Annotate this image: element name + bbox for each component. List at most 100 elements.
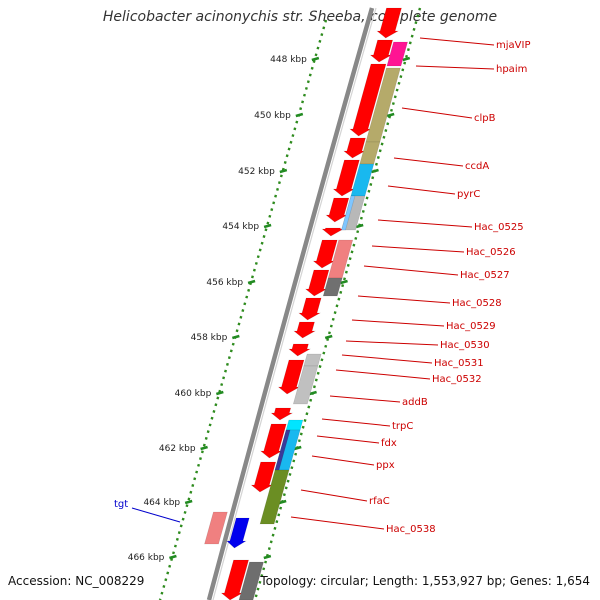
cds-arrow — [277, 359, 305, 395]
feature-box — [259, 469, 290, 525]
outer-tick-mark — [169, 554, 177, 560]
genome-backbone-highlight — [212, 7, 377, 600]
outer-tick-mark — [263, 223, 272, 229]
gene-leader-line — [401, 107, 473, 119]
gene-leader-line — [377, 219, 473, 228]
feature-box — [285, 419, 304, 431]
tick-label: 450 kbp — [254, 111, 291, 121]
outer-tick-mark — [215, 390, 224, 396]
outer-tick-mark — [295, 112, 304, 118]
gene-leader-line — [341, 354, 433, 364]
inner-tick-mark — [371, 168, 379, 174]
cds-arrow — [293, 321, 317, 339]
gene-leader-line — [363, 265, 459, 276]
cds-arrow — [369, 39, 394, 63]
gene-leader-line — [371, 245, 465, 253]
cds-arrow — [250, 461, 277, 493]
tick-label: 456 kbp — [206, 278, 243, 288]
inner-dotted-ring — [253, 7, 422, 600]
genome-summary-text: Topology: circular; Length: 1,553,927 bp… — [260, 574, 590, 588]
gene-leader-line — [345, 340, 439, 346]
gene-leader-line — [387, 185, 456, 195]
tick-label: 464 kbp — [143, 498, 180, 508]
gene-label: Hac_0525 — [474, 222, 524, 233]
gene-leader-line — [393, 157, 464, 167]
feature-box-stripe — [274, 429, 291, 471]
gene-label: rfaC — [369, 496, 390, 507]
inner-tick-mark — [263, 554, 272, 560]
gene-leader-line — [311, 455, 375, 466]
tick-label: 462 kbp — [159, 444, 196, 454]
inner-tick-mark — [340, 279, 348, 285]
feature-box — [292, 365, 319, 405]
gene-label: mjaVIP — [496, 40, 530, 51]
cds-arrow — [332, 159, 360, 197]
gene-label: ccdA — [465, 161, 489, 172]
gene-leader-line — [415, 65, 495, 70]
gene-label: Hac_0528 — [452, 298, 502, 309]
label-layer: mjaVIP hpaim clpB ccdA pyrC Hac_0525 Hac_0526 H… — [114, 37, 530, 535]
tick-label: 458 kbp — [191, 333, 228, 343]
gene-label: Hac_0538 — [386, 524, 436, 535]
cds-arrow — [288, 343, 312, 357]
gene-leader-line — [357, 295, 451, 304]
outer-tick-mark — [184, 499, 193, 505]
outer-tick-mark — [231, 334, 240, 340]
cds-arrow — [349, 63, 387, 137]
gene-label: Hac_0529 — [446, 321, 496, 332]
feature-box — [238, 561, 264, 600]
inner-tick-mark — [386, 112, 395, 118]
tick-label: 448 kbp — [270, 55, 307, 65]
gene-label: trpC — [392, 421, 413, 432]
gene-leader-line — [300, 489, 368, 502]
gene-leader-line — [335, 369, 431, 380]
gene-label: fdx — [381, 438, 397, 449]
tick-label: 454 kbp — [222, 222, 259, 232]
tick-label: 460 kbp — [175, 389, 212, 399]
cds-arrow — [312, 239, 338, 269]
inner-tick-mark — [355, 223, 364, 229]
gene-leader-line — [290, 516, 385, 530]
gene-label: hpaim — [496, 64, 527, 75]
gene-label: addB — [402, 397, 428, 408]
cds-arrow — [343, 137, 367, 159]
inner-tick-mark — [324, 334, 333, 340]
tgt-leader-line — [131, 507, 181, 523]
accession-text: Accession: NC_008229 — [8, 574, 145, 588]
cds-arrow — [376, 7, 402, 39]
feature-box — [386, 41, 408, 67]
gene-label: ppx — [376, 460, 395, 471]
tgt-label: tgt — [114, 499, 128, 510]
gene-label: clpB — [474, 113, 496, 124]
gene-leader-line — [316, 435, 380, 444]
feature-layer — [204, 7, 408, 600]
cds-arrow — [270, 407, 294, 421]
outer-tick-mark — [279, 168, 288, 174]
outer-tick-mark — [247, 279, 256, 285]
inner-tick-mark — [309, 390, 317, 396]
gene-label: Hac_0530 — [440, 340, 490, 351]
tick-label: 452 kbp — [238, 167, 275, 177]
cds-arrow — [220, 559, 249, 600]
feature-box-stripe — [341, 195, 356, 231]
cds-arrow — [298, 297, 322, 321]
gene-leader-line — [321, 418, 391, 427]
inner-tick-mark — [402, 56, 411, 62]
gene-label: Hac_0532 — [432, 374, 482, 385]
gene-label: Hac_0527 — [460, 270, 510, 281]
inner-tick-mark — [278, 499, 287, 505]
tgt-feature-box — [204, 511, 228, 545]
gene-label: Hac_0526 — [466, 247, 516, 258]
inner-tick-mark — [293, 445, 302, 451]
outer-tick-mark — [200, 445, 208, 451]
gene-label: Hac_0531 — [434, 358, 484, 369]
gene-leader-line — [329, 395, 401, 403]
tick-label: 466 kbp — [128, 553, 165, 563]
gene-leader-line — [419, 37, 495, 46]
genome-backbone — [206, 7, 375, 600]
feature-box — [303, 353, 322, 367]
feature-box — [322, 277, 343, 297]
cds-arrow — [321, 227, 345, 237]
outer-dotted-ring — [158, 19, 328, 600]
